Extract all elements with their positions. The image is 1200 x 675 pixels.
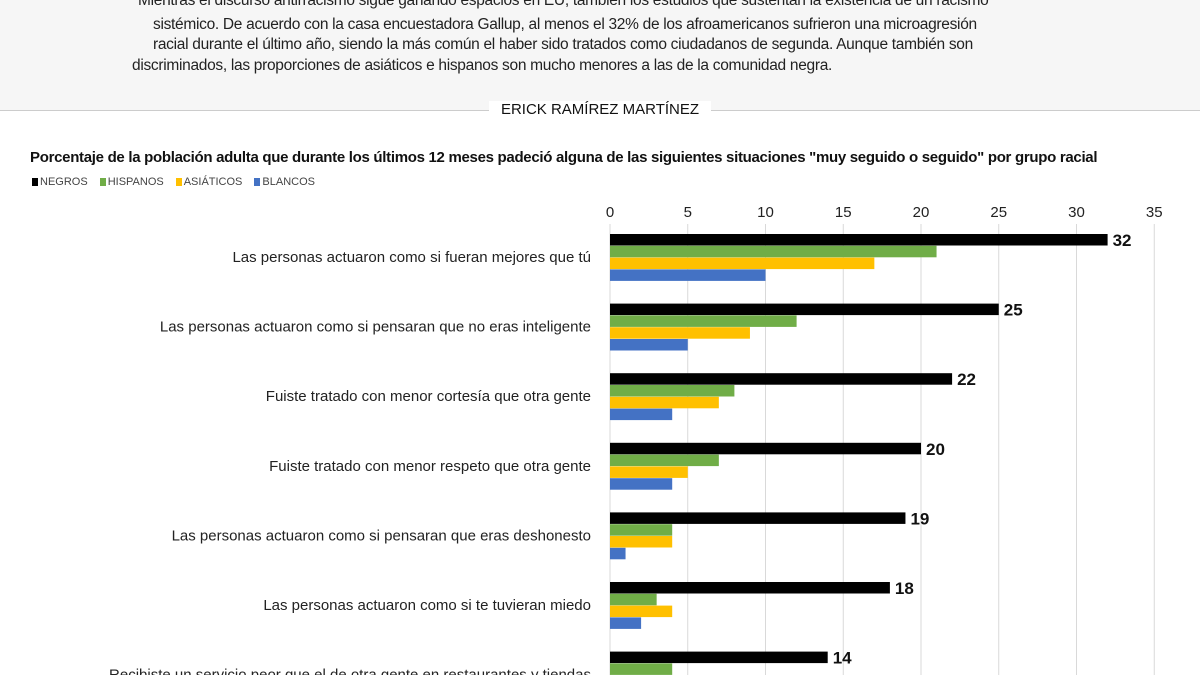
legend-label: NEGROS	[40, 176, 88, 188]
bar-hispanos	[610, 385, 735, 397]
bar-negros	[610, 512, 906, 524]
legend-label: BLANCOS	[262, 176, 315, 188]
author-name: ERICK RAMÍREZ MARTÍNEZ	[488, 101, 712, 118]
bar-negros	[610, 234, 1108, 246]
legend-item: NEGROS	[32, 176, 88, 188]
bar-negros	[610, 373, 953, 385]
bar-asiáticos	[610, 327, 750, 339]
author-byline: ERICK RAMÍREZ MARTÍNEZ	[0, 101, 1200, 118]
x-tick-label: 20	[913, 204, 930, 221]
bar-asiáticos	[610, 466, 688, 478]
data-label: 22	[957, 370, 976, 389]
category-label: Las personas actuaron como si pensaran q…	[172, 527, 591, 544]
category-label: Las personas actuaron como si pensaran q…	[160, 319, 591, 336]
bar-asiáticos	[610, 396, 719, 409]
bar-blancos	[610, 617, 642, 629]
legend-item: HISPANOS	[99, 176, 164, 188]
x-tick-label: 35	[1146, 204, 1163, 221]
bar-asiáticos	[610, 605, 673, 618]
legend-swatch	[99, 178, 106, 186]
chart-title: Porcentaje de la población adulta que du…	[30, 149, 1098, 166]
x-tick-label: 15	[835, 204, 852, 221]
bar-hispanos	[610, 524, 673, 536]
data-label: 18	[895, 579, 914, 598]
bar-blancos	[610, 478, 673, 490]
intro-line-4: discriminados, las proporciones de asiát…	[132, 57, 833, 74]
category-label: Recibiste un servicio peor que el de otr…	[109, 667, 591, 675]
bar-hispanos	[610, 663, 673, 675]
data-label: 14	[833, 649, 852, 668]
bar-hispanos	[610, 454, 719, 467]
intro-line-2: sistémico. De acuerdo con la casa encues…	[153, 16, 977, 33]
chart-legend: NEGROS HISPANOS ASIÁTICOS BLANCOS	[32, 176, 315, 188]
legend-label: HISPANOS	[107, 176, 164, 188]
x-tick-label: 25	[990, 204, 1007, 221]
legend-label: ASIÁTICOS	[183, 176, 243, 188]
x-tick-label: 30	[1068, 204, 1085, 221]
bar-asiáticos	[610, 536, 673, 548]
bar-hispanos	[610, 245, 937, 258]
data-label: 25	[1004, 301, 1023, 320]
bar-negros	[610, 651, 828, 664]
category-label: Fuiste tratado con menor cortesía que ot…	[266, 388, 591, 405]
legend-swatch	[254, 178, 261, 186]
bar-hispanos	[610, 315, 797, 327]
category-label: Las personas actuaron como si te tuviera…	[263, 597, 591, 614]
intro-line-3: racial durante el último año, siendo la …	[153, 36, 973, 53]
bar-blancos	[610, 339, 688, 351]
bar-negros	[610, 303, 999, 316]
header-background	[0, 0, 1200, 110]
data-label: 19	[910, 509, 929, 528]
x-tick-label: 5	[684, 204, 692, 221]
legend-item: BLANCOS	[254, 176, 315, 188]
legend-item: ASIÁTICOS	[175, 176, 243, 188]
bar-blancos	[610, 547, 626, 560]
intro-line-1: Mientras el discurso antirracismo sigue …	[138, 0, 989, 9]
legend-swatch	[175, 178, 182, 186]
bar-blancos	[610, 269, 766, 281]
data-label: 20	[926, 440, 945, 459]
data-label: 32	[1113, 231, 1132, 250]
x-tick-label: 0	[606, 204, 614, 221]
bar-negros	[610, 442, 921, 455]
category-label: Fuiste tratado con menor respeto que otr…	[269, 458, 591, 475]
bar-hispanos	[610, 593, 657, 606]
bar-asiáticos	[610, 257, 875, 270]
category-label: Las personas actuaron como si fueran mej…	[232, 249, 591, 266]
bar-blancos	[610, 408, 673, 421]
x-tick-label: 10	[757, 204, 774, 221]
bar-negros	[610, 582, 890, 594]
legend-swatch	[32, 178, 38, 186]
